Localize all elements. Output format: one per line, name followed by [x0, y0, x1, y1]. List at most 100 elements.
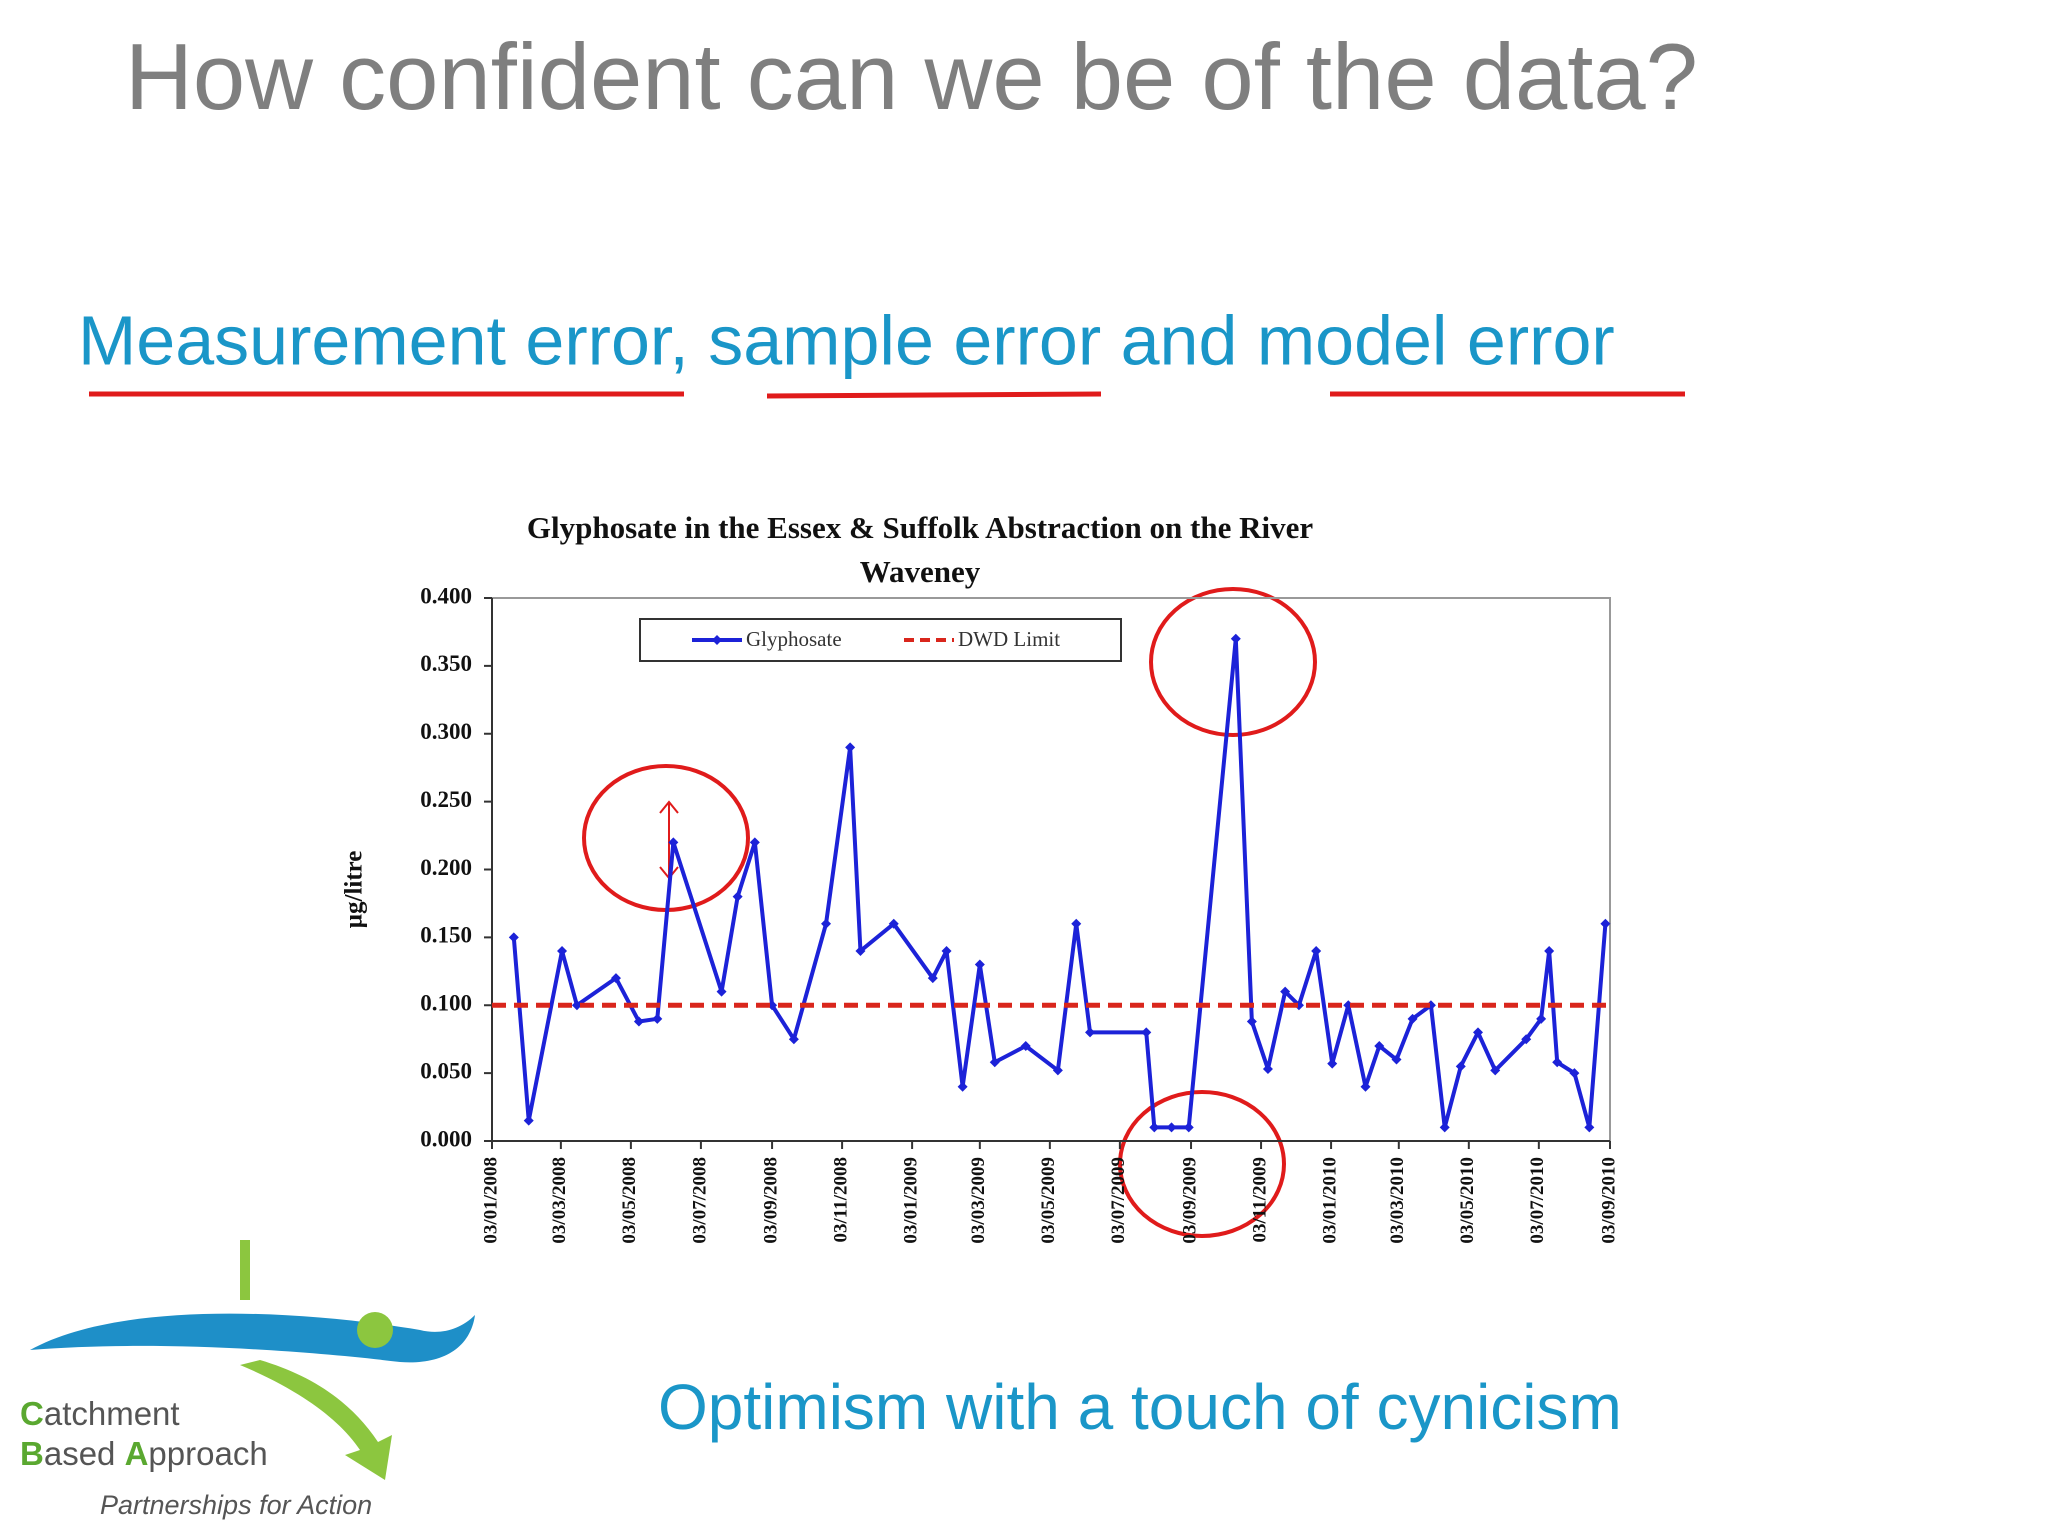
legend-label: Glyphosate [746, 627, 842, 651]
data-point [1280, 986, 1291, 997]
data-point [788, 1034, 799, 1045]
data-point [855, 945, 866, 956]
logo-mark [240, 1240, 250, 1300]
plot-area [491, 597, 1611, 1142]
x-tick-label: 03/07/2009 [1108, 1157, 1129, 1244]
data-point [1311, 945, 1322, 956]
legend-marker [712, 635, 722, 645]
data-point [668, 837, 679, 848]
x-tick-label: 03/01/2009 [900, 1157, 921, 1244]
series-line [511, 636, 1608, 1130]
data-point [716, 986, 727, 997]
slide-title: How confident can we be of the data? [125, 24, 1698, 129]
data-point [1149, 1122, 1160, 1133]
data-point [957, 1081, 968, 1092]
slide-footer: Optimism with a touch of cynicism [658, 1371, 1622, 1443]
y-tick-label: 0.300 [420, 719, 472, 744]
y-tick-label: 0.050 [420, 1058, 472, 1083]
data-point [1391, 1054, 1402, 1065]
logo-word: Based [20, 1435, 116, 1472]
y-tick-label: 0.000 [420, 1126, 472, 1151]
data-point [1230, 633, 1241, 644]
data-point [1569, 1068, 1580, 1079]
data-point [1521, 1034, 1532, 1045]
data-point [557, 945, 568, 956]
x-tick-label: 03/07/2010 [1527, 1157, 1548, 1244]
data-point [749, 837, 760, 848]
data-point [1262, 1064, 1273, 1075]
x-tick-label: 03/01/2010 [1319, 1157, 1340, 1244]
x-tick-label: 03/11/2008 [830, 1157, 851, 1243]
y-tick-label: 0.100 [420, 991, 472, 1016]
annotation-circle [1149, 587, 1317, 737]
data-point [1407, 1013, 1418, 1024]
underline [766, 391, 1102, 399]
chart-title: Glyphosate in the Essex & Suffolk Abstra… [526, 510, 1314, 589]
data-point [845, 742, 856, 753]
data-point [1600, 918, 1611, 929]
x-tick-label: 03/11/2009 [1249, 1157, 1270, 1243]
x-tick-label: 03/03/2009 [968, 1157, 989, 1244]
data-point [1052, 1065, 1063, 1076]
data-point [927, 973, 938, 984]
logo-text: Catchment Based Approach [20, 1394, 268, 1474]
y-tick-label: 0.200 [420, 855, 472, 880]
data-point [610, 973, 621, 984]
slide-subtitle: Measurement error, sample error and mode… [78, 301, 1615, 379]
logo-tagline: Partnerships for Action [100, 1490, 373, 1520]
x-tick-label: 03/09/2008 [760, 1157, 781, 1244]
x-tick-label: 03/09/2009 [1179, 1157, 1200, 1244]
y-tick-label: 0.150 [420, 923, 472, 948]
data-point [1327, 1058, 1338, 1069]
data-point [1020, 1040, 1031, 1051]
x-tick-label: 03/05/2008 [619, 1157, 640, 1244]
legend-label: DWD Limit [958, 627, 1060, 651]
data-point [1544, 945, 1555, 956]
data-point [732, 891, 743, 902]
data-point [1166, 1122, 1177, 1133]
data-point [1584, 1122, 1595, 1133]
data-point [571, 1000, 582, 1011]
data-point [652, 1013, 663, 1024]
y-axis-label: µg/litre [341, 851, 368, 929]
logo-word: Approach [124, 1435, 268, 1472]
logo-arrow [240, 1360, 392, 1480]
y-tick-label: 0.350 [420, 651, 472, 676]
data-point [1141, 1027, 1152, 1038]
annotation-circle [1118, 1090, 1286, 1238]
data-point [1374, 1040, 1385, 1051]
data-point [1360, 1081, 1371, 1092]
logo-swoosh [30, 1313, 475, 1363]
data-point [1085, 1027, 1096, 1038]
data-point [974, 959, 985, 970]
data-point [1183, 1122, 1194, 1133]
x-tick-label: 03/05/2010 [1457, 1157, 1478, 1244]
data-point [508, 932, 519, 943]
data-point [1439, 1122, 1450, 1133]
data-point [1472, 1027, 1483, 1038]
x-tick-label: 03/03/2010 [1387, 1157, 1408, 1244]
y-tick-label: 0.400 [420, 583, 472, 608]
data-point [1552, 1057, 1563, 1068]
x-tick-label: 03/09/2010 [1598, 1157, 1619, 1244]
data-point [633, 1016, 644, 1027]
data-point [1455, 1061, 1466, 1072]
logo-mark [357, 1312, 393, 1348]
data-point [989, 1057, 1000, 1068]
x-tick-label: 03/01/2008 [480, 1157, 501, 1244]
data-point [941, 945, 952, 956]
data-point [1246, 1016, 1257, 1027]
data-point [1490, 1065, 1501, 1076]
x-tick-label: 03/05/2009 [1038, 1157, 1059, 1244]
data-point [1536, 1013, 1547, 1024]
data-point [1071, 918, 1082, 929]
data-point [821, 918, 832, 929]
logo-word: Catchment [20, 1395, 180, 1432]
y-tick-label: 0.250 [420, 787, 472, 812]
data-point [523, 1115, 534, 1126]
x-tick-label: 03/03/2008 [549, 1157, 570, 1244]
data-point [888, 918, 899, 929]
annotation-circle [582, 764, 750, 912]
